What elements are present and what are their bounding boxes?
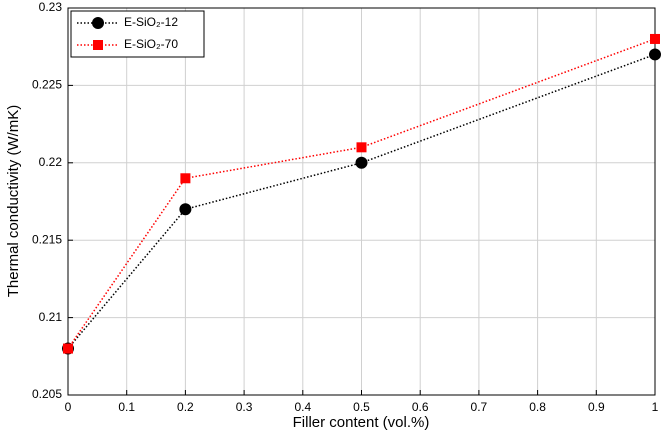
y-tick-label: 0.205 bbox=[32, 387, 62, 401]
x-tick-label: 0.3 bbox=[236, 400, 253, 414]
x-tick-label: 0.8 bbox=[529, 400, 546, 414]
marker bbox=[355, 156, 368, 169]
marker bbox=[356, 142, 367, 153]
marker bbox=[63, 343, 73, 354]
x-tick-label: 0 bbox=[65, 400, 72, 414]
marker bbox=[179, 203, 192, 216]
x-tick-label: 0.1 bbox=[118, 400, 135, 414]
y-tick-label: 0.22 bbox=[39, 155, 63, 169]
marker bbox=[180, 173, 191, 184]
y-tick-label: 0.215 bbox=[32, 232, 62, 246]
legend-label: E-SiO₂-70 bbox=[124, 37, 178, 51]
marker bbox=[650, 33, 660, 44]
x-tick-label: 0.7 bbox=[471, 400, 488, 414]
plot-frame bbox=[67, 7, 656, 396]
x-tick-label: 0.2 bbox=[177, 400, 194, 414]
legend-label: E-SiO₂-12 bbox=[124, 15, 178, 29]
x-axis-title: Filler content (vol.%) bbox=[293, 414, 430, 431]
x-tick-label: 0.9 bbox=[588, 400, 605, 414]
y-tick-label: 0.21 bbox=[39, 310, 63, 324]
marker bbox=[649, 48, 661, 61]
y-tick-label: 0.225 bbox=[32, 78, 62, 92]
y-axis-title: Thermal conductivity (W/mK) bbox=[5, 105, 22, 298]
x-tick-label: 0.4 bbox=[294, 400, 311, 414]
x-tick-label: 1 bbox=[652, 400, 659, 414]
y-tick-label: 0.23 bbox=[39, 0, 63, 14]
x-tick-label: 0.6 bbox=[412, 400, 429, 414]
legend-marker bbox=[93, 40, 103, 50]
series-line bbox=[67, 53, 656, 350]
x-tick-label: 0.5 bbox=[353, 400, 370, 414]
legend-marker bbox=[92, 17, 104, 29]
